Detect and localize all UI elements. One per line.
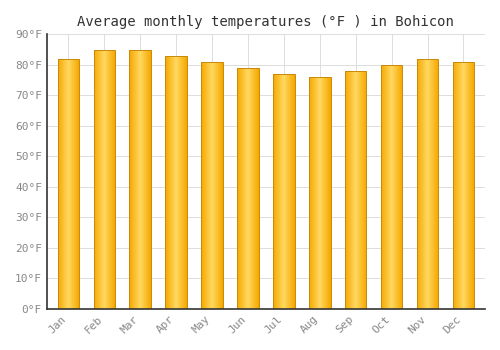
Bar <box>130 50 151 309</box>
Bar <box>345 71 366 309</box>
Bar <box>202 62 223 309</box>
Bar <box>417 59 438 309</box>
Title: Average monthly temperatures (°F ) in Bohicon: Average monthly temperatures (°F ) in Bo… <box>78 15 454 29</box>
Bar <box>94 50 115 309</box>
Bar <box>58 59 79 309</box>
Bar <box>237 68 258 309</box>
Bar <box>166 56 187 309</box>
Bar <box>309 77 330 309</box>
Bar <box>452 62 474 309</box>
Bar <box>273 74 294 309</box>
Bar <box>381 65 402 309</box>
